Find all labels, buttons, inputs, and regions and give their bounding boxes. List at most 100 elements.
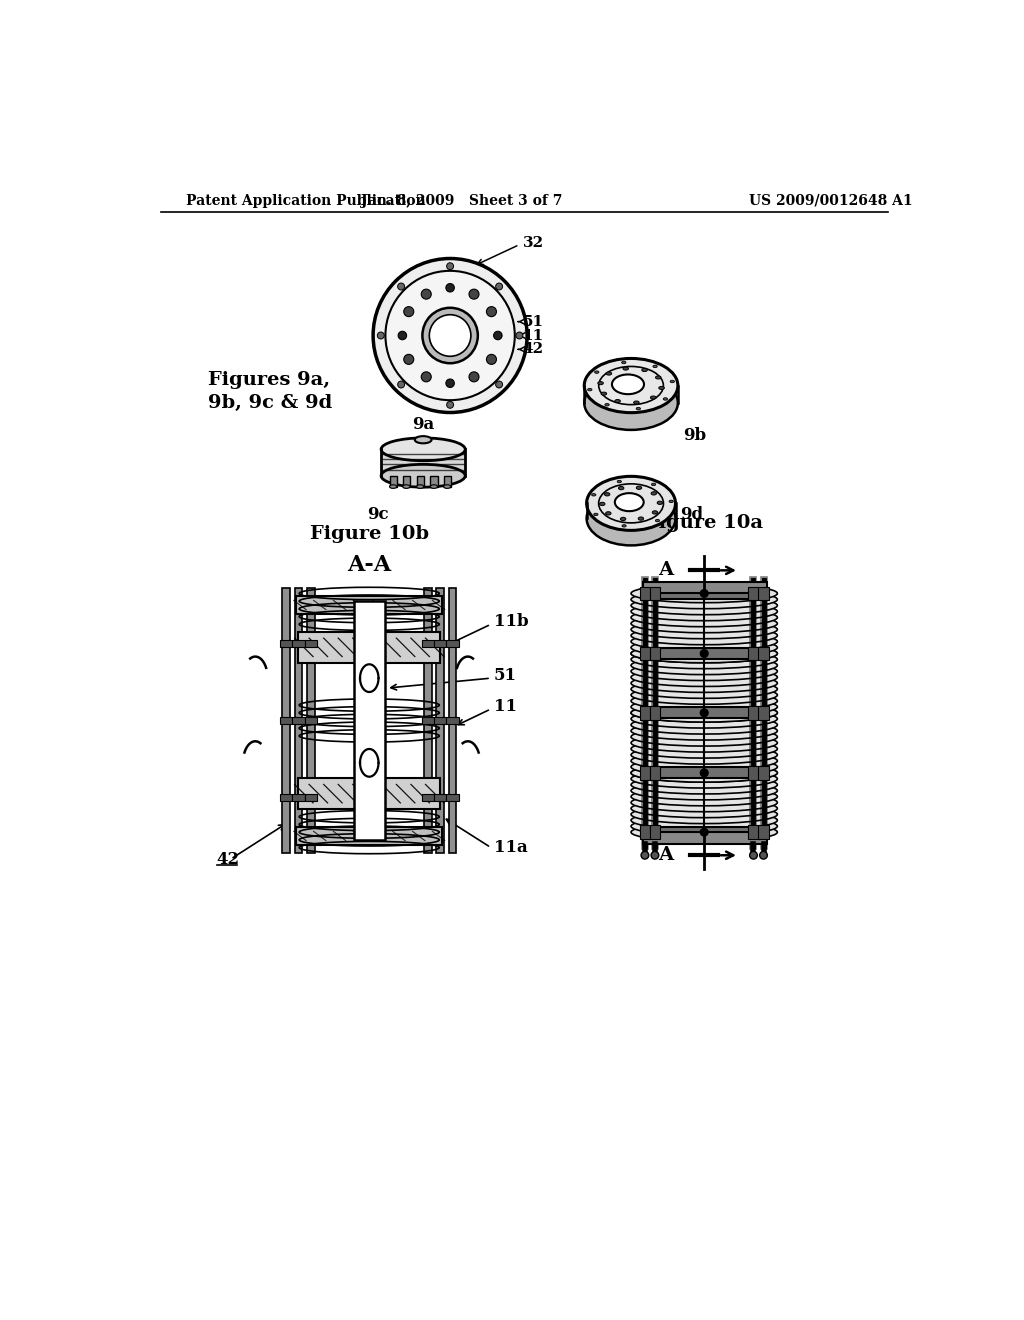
Ellipse shape [417,484,424,488]
Bar [758,825,769,840]
Bar [424,589,432,853]
Ellipse shape [651,492,656,495]
Bar [649,825,660,840]
Ellipse shape [631,632,777,651]
Text: 9d: 9d [680,507,703,524]
Text: 11b: 11b [494,614,528,631]
Bar [292,640,304,647]
Bar [434,793,446,801]
Ellipse shape [617,480,622,483]
Ellipse shape [585,376,678,430]
Ellipse shape [445,379,455,388]
Ellipse shape [469,289,479,300]
Bar [298,779,440,809]
Bar [643,708,767,718]
Bar [292,717,304,725]
Ellipse shape [631,817,777,836]
Ellipse shape [631,639,777,657]
Text: Figure 10b: Figure 10b [309,525,429,543]
Bar [434,640,446,647]
Ellipse shape [631,758,777,776]
Bar [649,766,660,780]
Bar [749,825,759,840]
Ellipse shape [618,487,624,490]
Ellipse shape [631,822,777,841]
Ellipse shape [631,763,777,781]
Ellipse shape [403,354,414,364]
Bar [430,475,437,487]
Ellipse shape [599,503,605,506]
Ellipse shape [587,491,676,545]
Ellipse shape [631,680,777,698]
Bar [304,793,316,801]
Bar [449,589,457,853]
Ellipse shape [486,354,497,364]
Ellipse shape [381,438,465,461]
Text: 32: 32 [522,236,544,249]
Ellipse shape [397,381,404,388]
Ellipse shape [631,597,777,615]
Ellipse shape [631,626,777,644]
Ellipse shape [585,363,678,417]
Ellipse shape [601,392,606,395]
Ellipse shape [446,263,454,269]
Ellipse shape [516,333,523,339]
Bar [640,647,650,660]
Bar [436,589,444,853]
Ellipse shape [664,397,668,400]
Ellipse shape [604,492,610,496]
Ellipse shape [486,306,497,317]
Ellipse shape [631,799,777,817]
Bar [422,793,434,801]
Ellipse shape [621,517,626,520]
Text: A: A [658,846,673,865]
Circle shape [651,851,658,859]
Ellipse shape [594,513,598,516]
Ellipse shape [585,367,678,421]
Bar [307,589,314,853]
Ellipse shape [430,484,437,488]
Ellipse shape [631,644,777,663]
Ellipse shape [381,465,465,487]
Bar [649,647,660,660]
Bar [640,825,650,840]
Ellipse shape [638,517,644,520]
Circle shape [760,851,767,859]
Bar [758,766,769,780]
Bar [749,706,759,719]
Ellipse shape [631,651,777,669]
Ellipse shape [443,484,451,488]
Ellipse shape [595,371,599,374]
Bar [758,647,769,660]
Ellipse shape [634,401,639,404]
Ellipse shape [592,494,596,496]
Ellipse shape [655,376,662,379]
Ellipse shape [650,396,656,399]
Ellipse shape [496,381,503,388]
Bar [643,826,767,838]
Bar [283,589,290,853]
Ellipse shape [623,367,629,370]
Ellipse shape [631,585,777,603]
Ellipse shape [585,359,678,413]
Ellipse shape [631,715,777,734]
Ellipse shape [631,793,777,812]
Text: A: A [658,561,673,579]
Bar [402,475,410,487]
Ellipse shape [642,368,647,372]
Ellipse shape [651,483,655,486]
Bar [758,586,769,601]
Bar [643,648,767,659]
Ellipse shape [373,259,527,412]
Ellipse shape [585,376,678,430]
Ellipse shape [631,805,777,824]
Circle shape [700,649,708,657]
Ellipse shape [612,375,644,395]
Ellipse shape [585,371,678,425]
Bar [296,826,442,845]
Ellipse shape [446,401,454,408]
Bar [649,586,660,601]
Ellipse shape [614,400,621,403]
Ellipse shape [631,704,777,722]
Ellipse shape [469,372,479,381]
